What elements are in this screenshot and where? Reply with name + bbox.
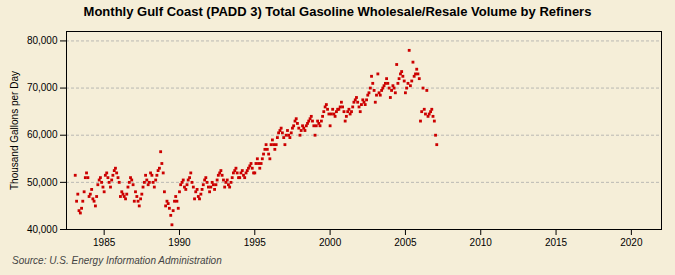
svg-text:40,000: 40,000 <box>27 224 58 235</box>
svg-text:2020: 2020 <box>620 237 643 248</box>
html-text:Monthly Gulf Coast (PADD 3) To: Monthly Gulf Coast (PADD 3) Total Gasoli… <box>83 4 592 19</box>
svg-text:Thousand Gallons per Day: Thousand Gallons per Day <box>9 71 20 190</box>
svg-text:50,000: 50,000 <box>27 177 58 188</box>
svg-text:2010: 2010 <box>470 237 493 248</box>
svg-text:70,000: 70,000 <box>27 82 58 93</box>
svg-text:60,000: 60,000 <box>27 129 58 140</box>
svg-text:2005: 2005 <box>394 237 417 248</box>
svg-text:2015: 2015 <box>545 237 568 248</box>
svg-text:80,000: 80,000 <box>27 35 58 46</box>
html-text:Source: U.S. Energy Informatio: Source: U.S. Energy Information Administ… <box>12 255 222 266</box>
svg-text:1995: 1995 <box>244 237 267 248</box>
svg-text:2000: 2000 <box>319 237 342 248</box>
svg-text:1990: 1990 <box>168 237 191 248</box>
svg-text:1985: 1985 <box>93 237 116 248</box>
